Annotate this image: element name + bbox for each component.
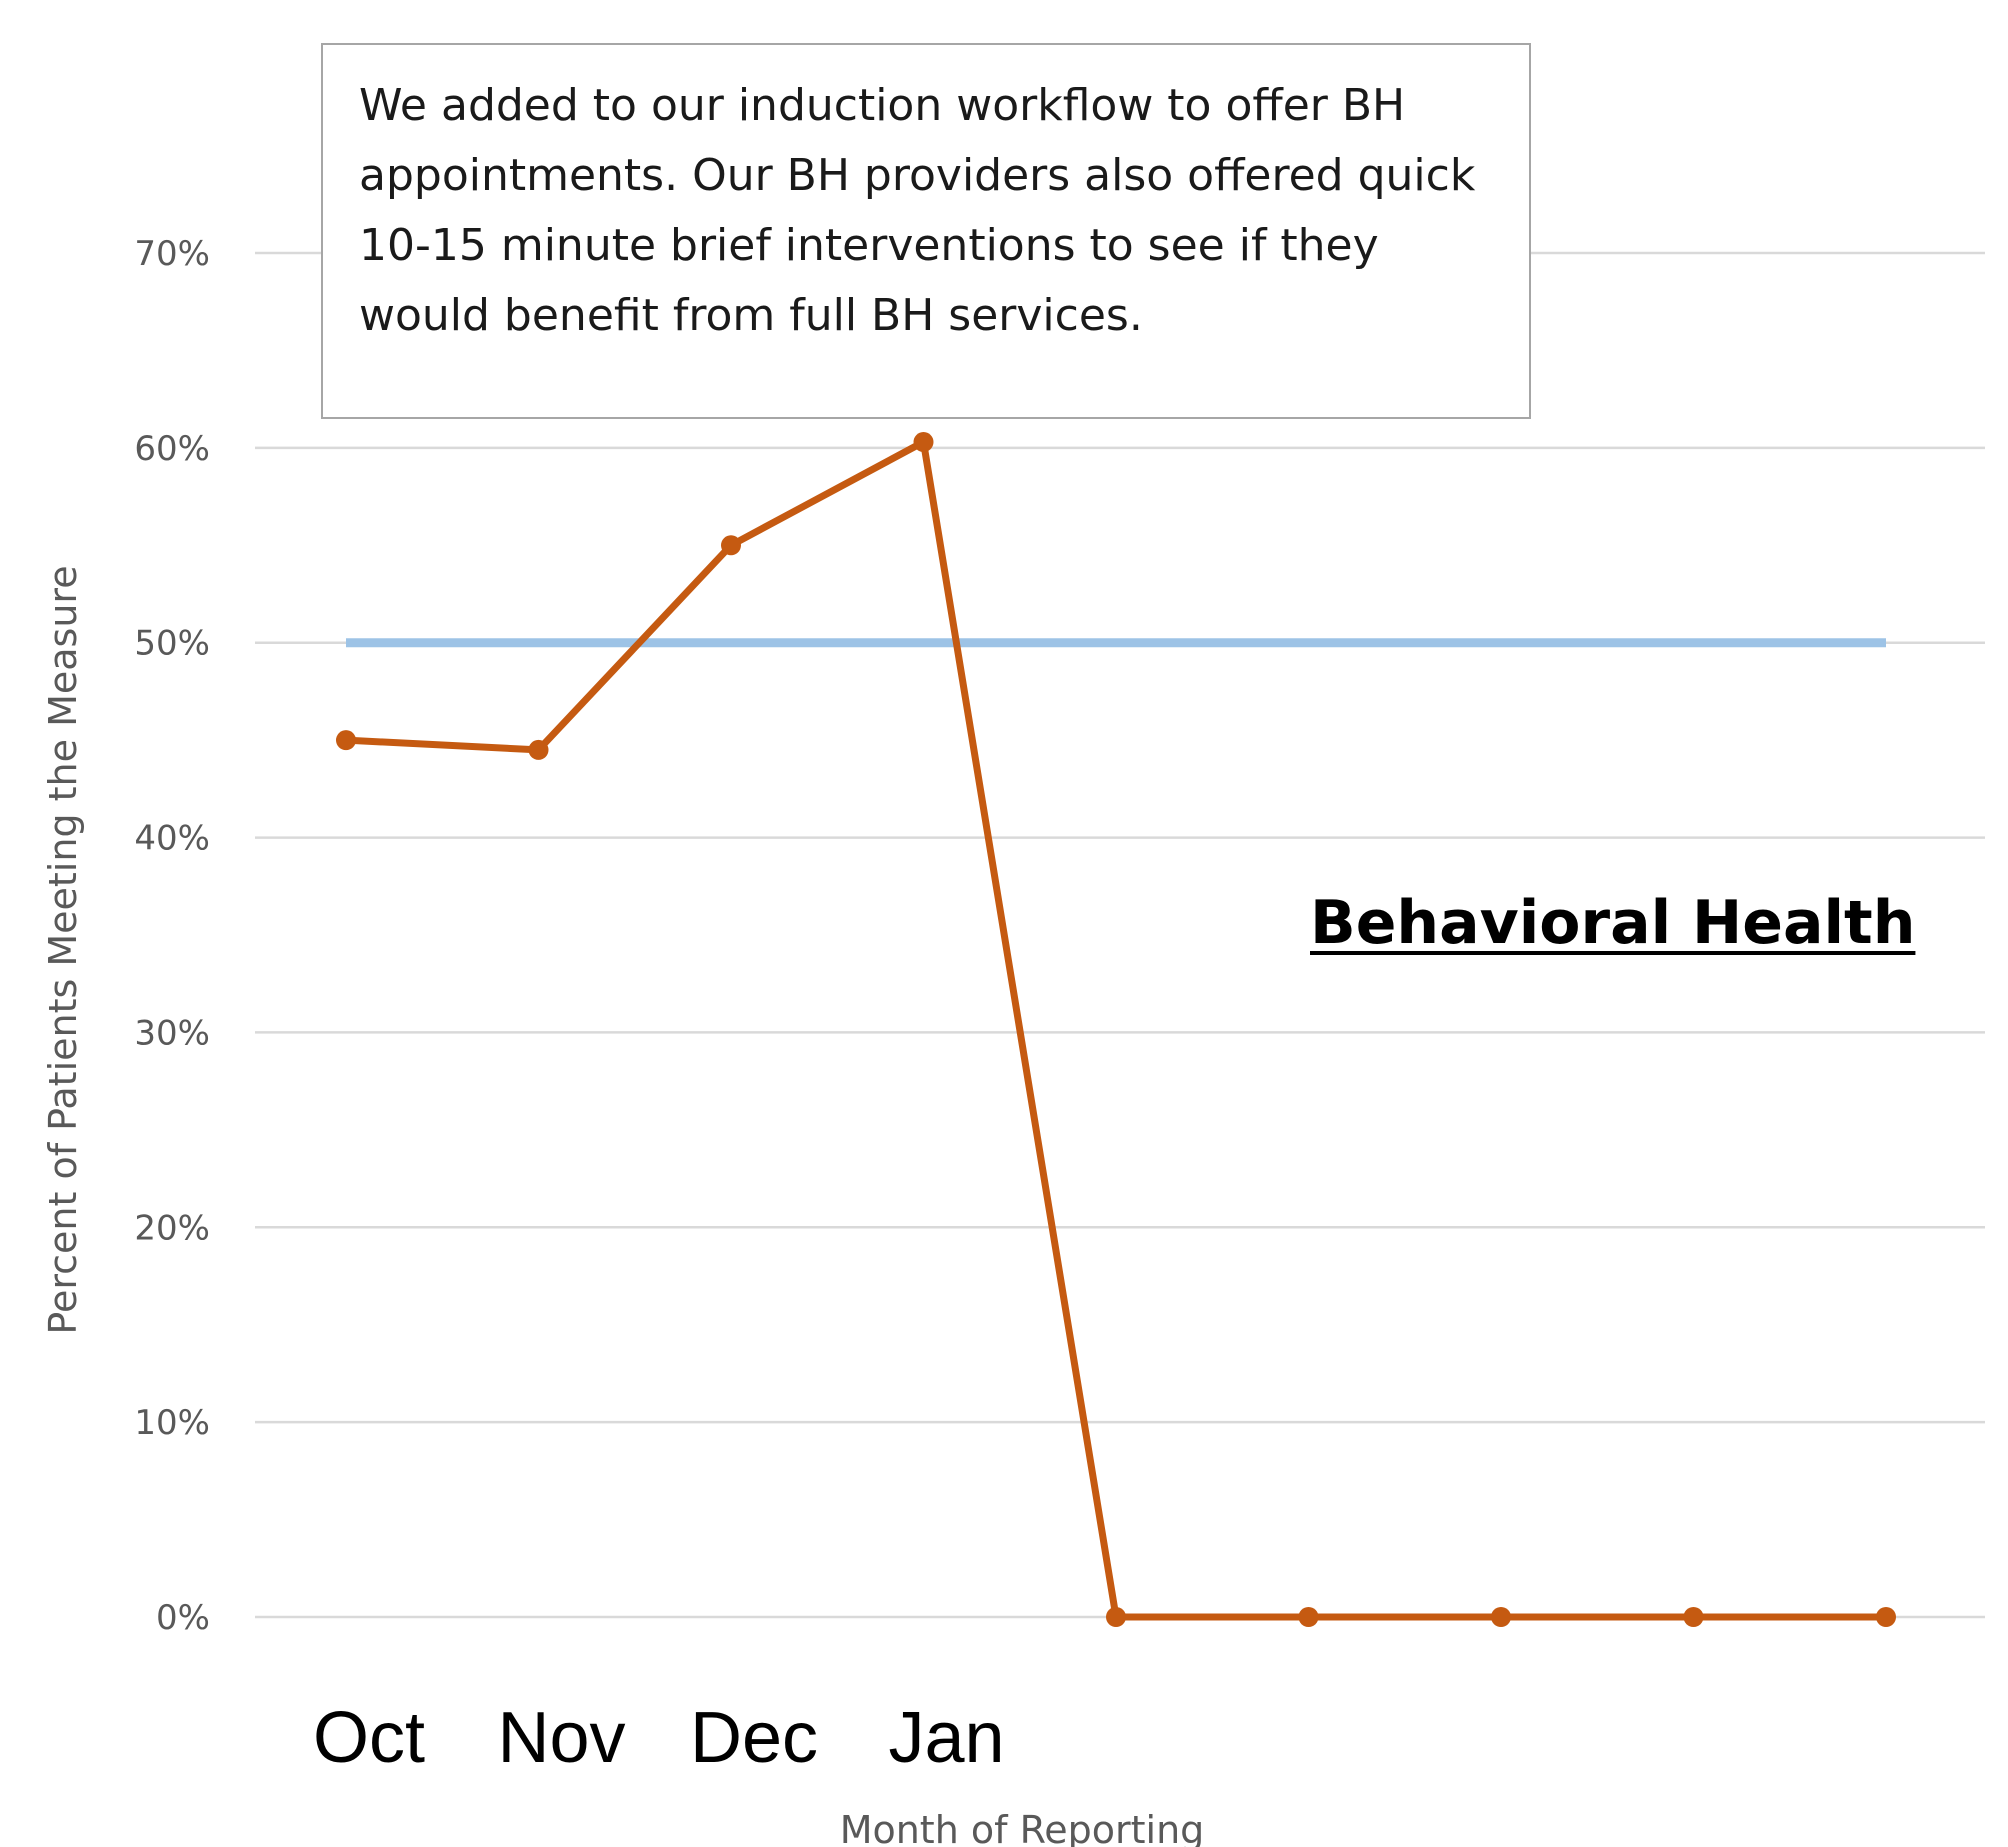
data-point-2: [721, 535, 741, 556]
y-axis-title: Percent of Patients Meeting the Measure: [41, 565, 85, 1334]
data-point-4: [1106, 1607, 1126, 1627]
data-point-5: [1298, 1607, 1319, 1627]
y-tick-label-2: 20%: [134, 1208, 210, 1248]
y-tick-label-3: 30%: [134, 1013, 210, 1053]
x-tick-label-1: Nov: [497, 1698, 625, 1778]
y-tick-label-4: 40%: [134, 819, 210, 859]
data-point-1: [528, 739, 549, 760]
y-tick-label-0: 0%: [156, 1598, 210, 1638]
x-tick-label-0: Oct: [313, 1698, 425, 1778]
series-line: [345, 438, 1886, 1621]
data-point-6: [1491, 1607, 1511, 1627]
y-tick-label-1: 10%: [134, 1403, 210, 1443]
data-point-3: [913, 432, 934, 453]
behavioral-health-series: [336, 432, 1896, 1627]
y-tick-label-7: 70%: [134, 234, 210, 274]
y-tick-label-5: 50%: [134, 624, 210, 664]
data-point-8: [1876, 1607, 1896, 1627]
data-point-0: [336, 730, 356, 751]
y-tick-label-6: 60%: [134, 429, 210, 469]
x-axis-title: Month of Reporting: [840, 1808, 1205, 1847]
series-label: Behavioral Health: [1310, 888, 1916, 958]
x-tick-labels: Oct Nov Dec Jan: [313, 1698, 1005, 1778]
annotation-box: We added to our induction workflow to of…: [321, 43, 1531, 419]
y-tick-labels: 0% 10% 20% 30% 40% 50% 60% 70%: [134, 234, 210, 1638]
data-point-7: [1683, 1607, 1704, 1627]
x-tick-label-3: Jan: [888, 1698, 1004, 1778]
annotation-text: We added to our induction workflow to of…: [359, 80, 1476, 341]
x-tick-label-2: Dec: [690, 1698, 818, 1778]
